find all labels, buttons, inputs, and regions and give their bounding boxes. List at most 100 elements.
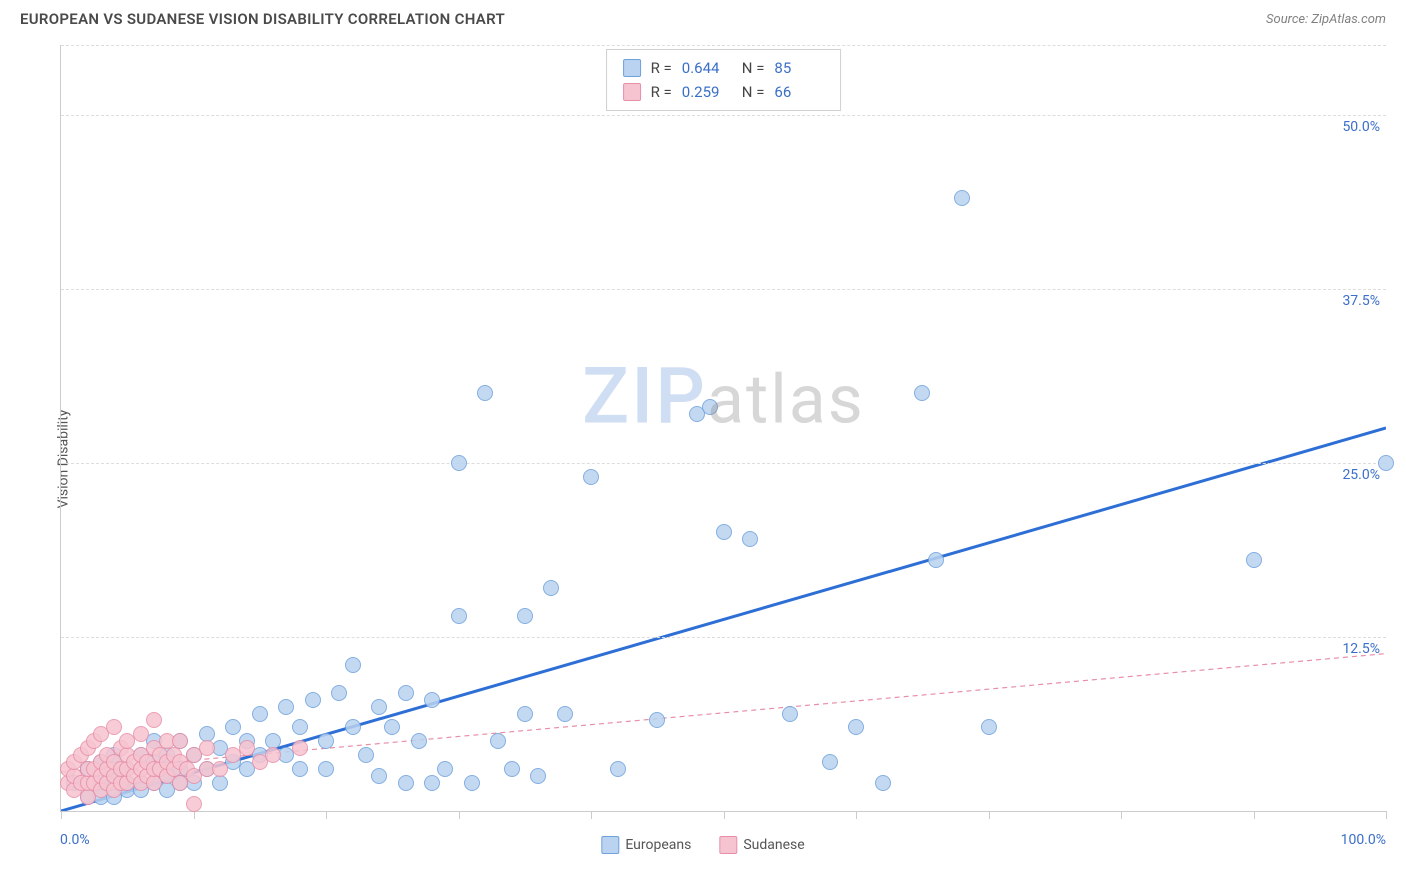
data-point — [822, 754, 838, 770]
y-tick-label: 50.0% — [1342, 119, 1380, 135]
x-tick — [856, 811, 857, 819]
y-tick-label: 25.0% — [1342, 467, 1380, 483]
data-point — [225, 719, 241, 735]
watermark: ZIPatlas — [582, 352, 865, 443]
plot-region: ZIPatlas R = 0.644 N = 85R = 0.259 N = 66 12.5… — [60, 45, 1386, 812]
x-tick — [61, 811, 62, 819]
data-point — [464, 775, 480, 791]
legend-swatch — [601, 836, 619, 854]
data-point — [504, 761, 520, 777]
data-point — [239, 740, 255, 756]
data-point — [292, 719, 308, 735]
gridline — [61, 463, 1386, 464]
legend-swatch — [623, 59, 641, 77]
x-tick — [459, 811, 460, 819]
data-point — [172, 733, 188, 749]
legend-label: Sudanese — [743, 837, 804, 853]
data-point — [928, 552, 944, 568]
data-point — [292, 740, 308, 756]
gridline — [61, 637, 1386, 638]
data-point — [146, 712, 162, 728]
data-point — [477, 385, 493, 401]
data-point — [517, 706, 533, 722]
data-point — [212, 775, 228, 791]
data-point — [133, 726, 149, 742]
x-tick — [591, 811, 592, 819]
r-value: 0.644 — [682, 56, 732, 80]
n-label: N = — [742, 56, 765, 80]
x-tick — [326, 811, 327, 819]
gridline — [61, 115, 1386, 116]
data-point — [914, 385, 930, 401]
x-tick — [989, 811, 990, 819]
data-point — [305, 692, 321, 708]
data-point — [424, 692, 440, 708]
data-point — [252, 706, 268, 722]
data-point — [384, 719, 400, 735]
gridline — [61, 45, 1386, 46]
series-legend: Europeans Sudanese — [601, 836, 804, 854]
data-point — [1378, 455, 1394, 471]
data-point — [543, 580, 559, 596]
y-tick-label: 12.5% — [1342, 641, 1380, 657]
gridline — [61, 289, 1386, 290]
r-label: R = — [651, 56, 672, 80]
data-point — [398, 685, 414, 701]
data-point — [358, 747, 374, 763]
legend-item: Sudanese — [719, 836, 804, 854]
legend-swatch — [623, 83, 641, 101]
trend-lines — [61, 45, 1386, 811]
data-point — [649, 712, 665, 728]
data-point — [451, 608, 467, 624]
data-point — [437, 761, 453, 777]
data-point — [199, 740, 215, 756]
data-point — [212, 761, 228, 777]
legend-item: Europeans — [601, 836, 691, 854]
data-point — [371, 699, 387, 715]
x-tick — [1121, 811, 1122, 819]
chart-title: EUROPEAN VS SUDANESE VISION DISABILITY C… — [20, 10, 505, 28]
data-point — [411, 733, 427, 749]
x-tick — [194, 811, 195, 819]
data-point — [517, 608, 533, 624]
x-tick — [1254, 811, 1255, 819]
data-point — [490, 733, 506, 749]
data-point — [981, 719, 997, 735]
data-point — [742, 531, 758, 547]
data-point — [331, 685, 347, 701]
r-value: 0.259 — [682, 80, 732, 104]
data-point — [371, 768, 387, 784]
x-tick — [1386, 811, 1387, 819]
data-point — [318, 733, 334, 749]
data-point — [782, 706, 798, 722]
legend-label: Europeans — [625, 837, 691, 853]
data-point — [424, 775, 440, 791]
legend-swatch — [719, 836, 737, 854]
data-point — [848, 719, 864, 735]
data-point — [345, 657, 361, 673]
watermark-atlas: atlas — [707, 360, 865, 440]
data-point — [318, 761, 334, 777]
data-point — [557, 706, 573, 722]
x-axis-max-label: 100.0% — [1341, 832, 1386, 848]
n-value: 66 — [774, 80, 824, 104]
data-point — [278, 699, 294, 715]
data-point — [875, 775, 891, 791]
data-point — [106, 719, 122, 735]
data-point — [610, 761, 626, 777]
data-point — [398, 775, 414, 791]
chart-header: EUROPEAN VS SUDANESE VISION DISABILITY C… — [0, 0, 1406, 34]
chart-area: Vision Disability ZIPatlas R =0.644N =85… — [20, 45, 1386, 872]
data-point — [583, 469, 599, 485]
data-point — [954, 190, 970, 206]
correlation-legend: R = 0.644 N = 85R = 0.259 N = 66 — [606, 49, 842, 111]
correlation-row: R = 0.644 N = 85 — [623, 56, 825, 80]
data-point — [186, 796, 202, 812]
data-point — [716, 524, 732, 540]
data-point — [530, 768, 546, 784]
data-point — [702, 399, 718, 415]
n-value: 85 — [774, 56, 824, 80]
data-point — [1246, 552, 1262, 568]
data-point — [265, 747, 281, 763]
n-label: N = — [742, 80, 765, 104]
